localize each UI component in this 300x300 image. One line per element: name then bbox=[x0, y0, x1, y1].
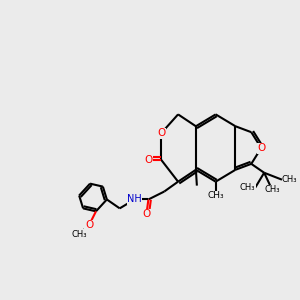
Text: O: O bbox=[157, 128, 165, 138]
Text: O: O bbox=[142, 209, 151, 219]
Text: CH₃: CH₃ bbox=[240, 183, 255, 192]
Text: O: O bbox=[257, 143, 265, 153]
Text: CH₃: CH₃ bbox=[282, 175, 298, 184]
Text: NH: NH bbox=[127, 194, 142, 205]
Text: CH₃: CH₃ bbox=[71, 230, 87, 238]
Text: CH₃: CH₃ bbox=[207, 191, 224, 200]
Text: O: O bbox=[144, 155, 152, 165]
Text: CH₃: CH₃ bbox=[264, 185, 280, 194]
Text: O: O bbox=[85, 220, 93, 230]
